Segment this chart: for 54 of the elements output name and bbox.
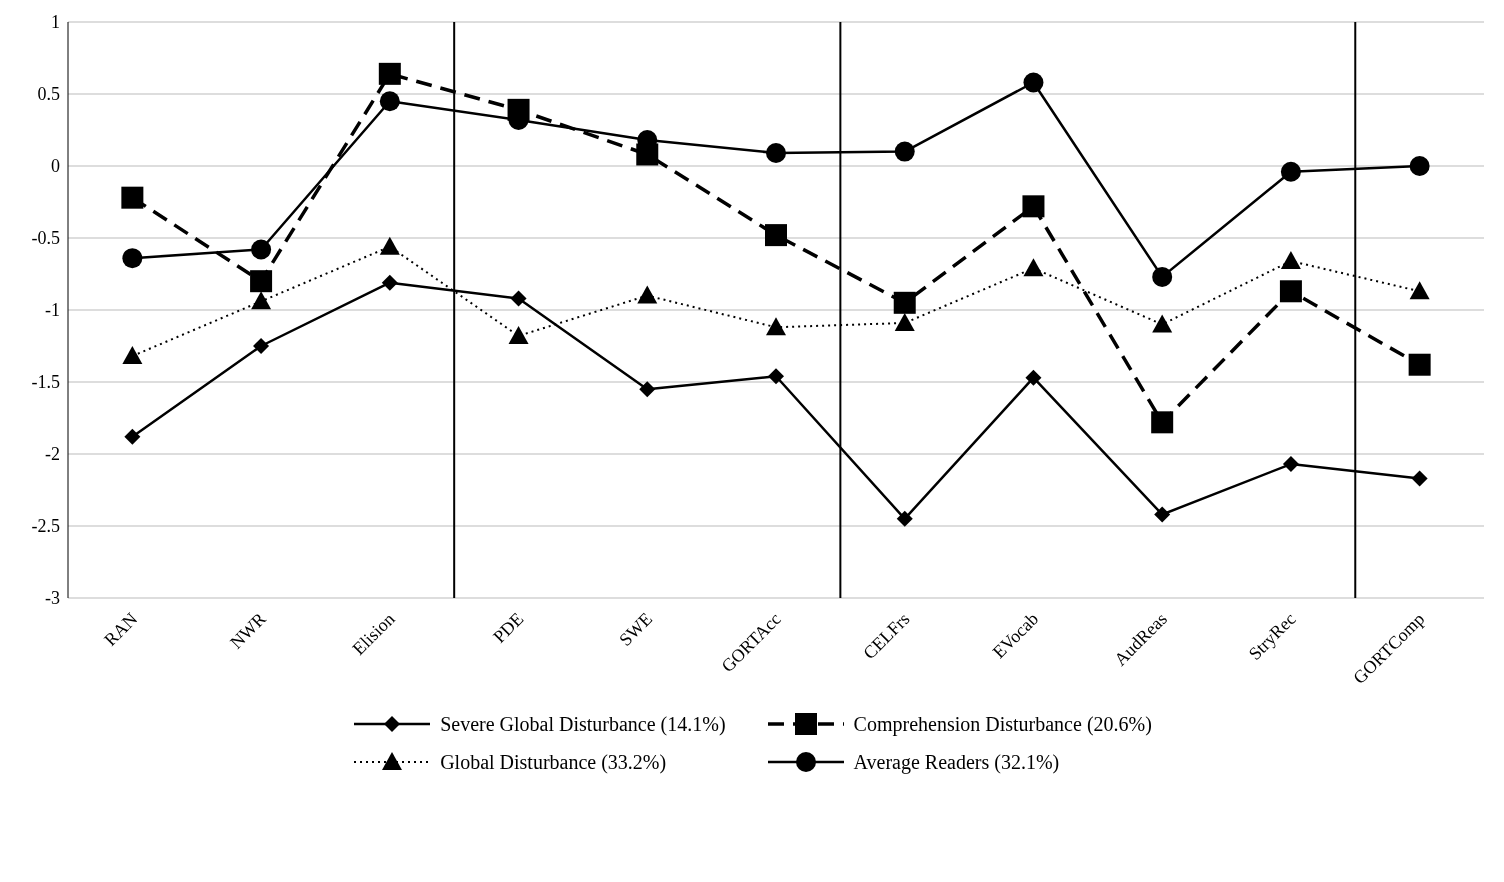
- point: [1025, 369, 1042, 386]
- point: [1411, 470, 1428, 487]
- point: [894, 312, 915, 331]
- point: [251, 291, 272, 310]
- x-tick-label: PDE: [489, 608, 528, 647]
- point: [1022, 195, 1045, 218]
- point: [122, 346, 143, 365]
- point: [1409, 156, 1430, 176]
- y-tick-label: -0.5: [31, 228, 60, 249]
- legend-label: Average Readers (32.1%): [853, 750, 1060, 774]
- point: [378, 62, 401, 85]
- point: [1408, 353, 1431, 376]
- y-tick-label: -3: [45, 588, 60, 609]
- point: [1279, 280, 1302, 303]
- point: [250, 270, 273, 293]
- y-tick-label: -1.5: [31, 372, 60, 393]
- point: [893, 291, 916, 314]
- legend-label: Comprehension Disturbance (20.6%): [853, 712, 1152, 736]
- point: [1152, 266, 1173, 287]
- point: [765, 224, 787, 247]
- point: [1154, 506, 1171, 523]
- point: [639, 381, 656, 398]
- point: [768, 368, 784, 385]
- point: [894, 141, 915, 162]
- y-tick-label: -2: [45, 444, 60, 465]
- point: [508, 325, 529, 344]
- point: [637, 285, 658, 304]
- y-tick-label: 0: [51, 156, 60, 177]
- legend-label: Global Disturbance (33.2%): [440, 750, 667, 774]
- point: [1152, 314, 1173, 333]
- point: [381, 274, 398, 291]
- point: [896, 510, 913, 527]
- point: [122, 248, 143, 269]
- point: [1023, 258, 1044, 277]
- point: [510, 290, 527, 307]
- point: [1280, 161, 1301, 182]
- point: [251, 239, 272, 260]
- point: [1280, 251, 1301, 270]
- point: [379, 236, 400, 255]
- legend-label: Severe Global Disturbance (14.1%): [440, 712, 726, 736]
- point: [1023, 72, 1044, 93]
- y-tick-label: 1: [51, 12, 60, 33]
- point: [766, 317, 786, 336]
- y-tick-label: -1: [45, 300, 60, 321]
- point: [766, 143, 786, 164]
- point: [379, 91, 400, 112]
- point: [1151, 411, 1174, 434]
- point: [124, 428, 141, 445]
- point: [1409, 281, 1430, 300]
- y-tick-label: 0.5: [37, 84, 60, 105]
- point: [1282, 456, 1299, 473]
- point: [253, 338, 270, 354]
- point: [121, 186, 144, 209]
- y-tick-label: -2.5: [31, 516, 60, 537]
